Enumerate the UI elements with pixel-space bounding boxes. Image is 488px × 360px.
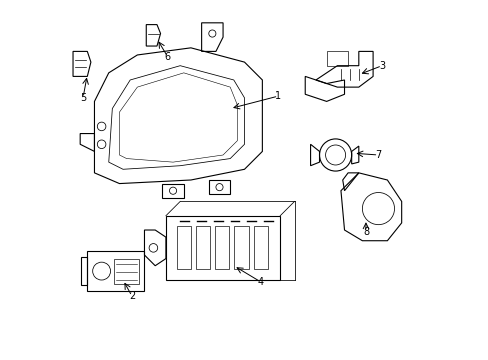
Text: 8: 8 [362,227,368,237]
Text: 3: 3 [378,61,385,71]
Text: 4: 4 [257,277,263,287]
Text: 6: 6 [164,52,170,62]
Text: 5: 5 [80,93,86,103]
Text: 7: 7 [375,150,381,160]
Text: 1: 1 [275,91,281,101]
Text: 2: 2 [128,291,135,301]
